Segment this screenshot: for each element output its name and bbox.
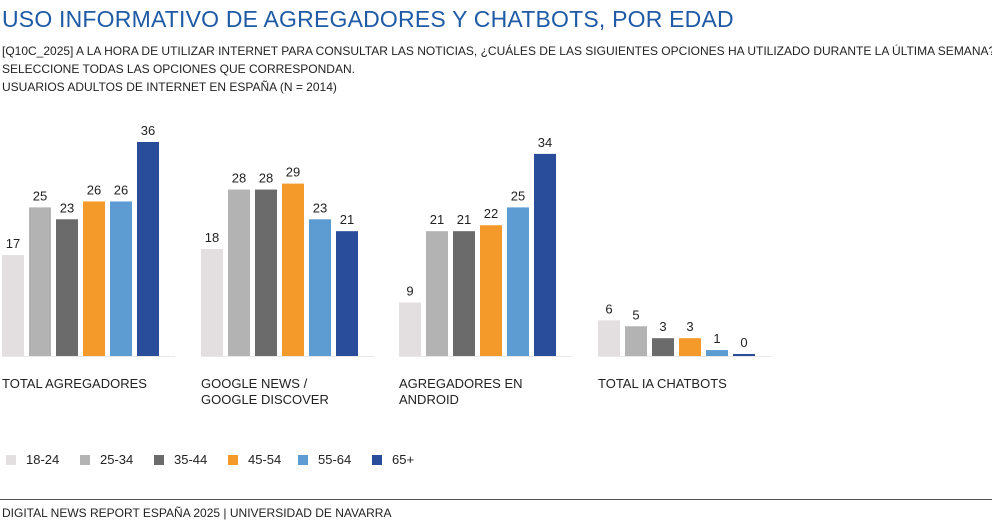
bar-chart: 17 25 23 26 26 36 18 28 28 29 23 21 9 21 21 22 25 34 6 5 3 3 1… [2, 123, 771, 357]
bar-value-label: 28 [232, 171, 246, 186]
bar-value-label: 9 [406, 284, 413, 299]
bar [255, 189, 277, 356]
legend-item: 45-54 [228, 452, 298, 467]
group-baseline [598, 356, 771, 357]
bar-value-label: 25 [33, 188, 47, 203]
bar [534, 153, 556, 356]
bar-value-label: 5 [632, 307, 639, 322]
bar [110, 201, 132, 356]
bar [336, 231, 358, 356]
bar-value-label: 28 [259, 171, 273, 186]
bar [309, 219, 331, 356]
group-baseline [2, 356, 175, 357]
bar [201, 249, 223, 356]
bar-value-label: 17 [6, 236, 20, 251]
bar-value-label: 36 [141, 123, 155, 138]
legend-label: 45-54 [248, 452, 282, 467]
legend-swatch [298, 454, 308, 465]
bar [652, 338, 674, 356]
bar-value-label: 25 [511, 188, 525, 203]
group-baseline [201, 356, 374, 357]
category-label: TOTAL IA CHATBOTS [598, 376, 727, 392]
bar [399, 302, 421, 356]
bar-value-label: 23 [60, 200, 74, 215]
bar-value-label: 22 [484, 206, 498, 221]
question-text: [Q10C_2025] A LA HORA DE UTILIZAR INTERN… [2, 44, 992, 58]
legend-item: 65+ [372, 452, 446, 467]
legend-swatch [372, 454, 382, 465]
bar [228, 189, 250, 356]
legend-item: 18-24 [6, 452, 80, 467]
bar-value-label: 21 [430, 212, 444, 227]
category-label-line: GOOGLE NEWS / [201, 376, 308, 391]
bar [480, 225, 502, 356]
footer-divider [0, 499, 992, 500]
bar [137, 142, 159, 356]
bar [598, 320, 620, 356]
bar-value-label: 26 [114, 182, 128, 197]
bar [2, 254, 24, 356]
bar-value-label: 3 [686, 319, 693, 334]
legend-label: 35-44 [174, 452, 208, 467]
legend-item: 25-34 [80, 452, 154, 467]
legend-item: 55-64 [298, 452, 372, 467]
bar-value-label: 26 [87, 182, 101, 197]
category-label-line: AGREGADORES EN [399, 376, 523, 391]
bar-value-label: 21 [457, 212, 471, 227]
bar [83, 201, 105, 356]
source-footer: DIGITAL NEWS REPORT ESPAÑA 2025 | UNIVER… [2, 506, 392, 520]
instruction-text: SELECCIONE TODAS LAS OPCIONES QUE CORRES… [2, 62, 355, 76]
bar-value-label: 1 [713, 331, 720, 346]
sample-base-text: USUARIOS ADULTOS DE INTERNET EN ESPAÑA (… [2, 80, 337, 94]
bar [706, 350, 728, 356]
bar-value-label: 6 [605, 301, 612, 316]
bar-value-label: 18 [205, 230, 219, 245]
bar [507, 207, 529, 356]
chart-title: USO INFORMATIVO DE AGREGADORES Y CHATBOT… [2, 6, 734, 32]
legend-swatch [228, 454, 238, 465]
bar [733, 354, 755, 356]
legend-label: 55-64 [318, 452, 352, 467]
category-label-line: ANDROID [399, 392, 459, 407]
category-label-line: GOOGLE DISCOVER [201, 392, 329, 407]
bar-value-label: 0 [740, 335, 747, 350]
bar-value-label: 21 [340, 212, 354, 227]
legend-item: 35-44 [154, 452, 228, 467]
legend-label: 65+ [392, 452, 415, 467]
group-baseline [399, 356, 572, 357]
legend-swatch [80, 454, 90, 465]
category-label: TOTAL AGREGADORES [2, 376, 147, 392]
bar [29, 207, 51, 356]
legend-swatch [6, 454, 16, 465]
bar-value-label: 3 [659, 319, 666, 334]
category-label: AGREGADORES EN ANDROID [399, 376, 523, 408]
bar [625, 326, 647, 356]
legend: 18-24 25-34 35-44 45-54 55-64 65+ [6, 452, 446, 467]
category-label: GOOGLE NEWS / GOOGLE DISCOVER [201, 376, 329, 408]
legend-label: 18-24 [26, 452, 60, 467]
bar-value-label: 34 [538, 135, 552, 150]
legend-label: 25-34 [100, 452, 134, 467]
bar [426, 231, 448, 356]
legend-swatch [154, 454, 164, 465]
bar-value-label: 23 [313, 200, 327, 215]
bar-value-label: 29 [286, 165, 300, 180]
bar [453, 231, 475, 356]
bar [282, 183, 304, 356]
category-label-line: TOTAL IA CHATBOTS [598, 376, 727, 391]
category-label-line: TOTAL AGREGADORES [2, 376, 147, 391]
bar [679, 338, 701, 356]
bar [56, 219, 78, 356]
